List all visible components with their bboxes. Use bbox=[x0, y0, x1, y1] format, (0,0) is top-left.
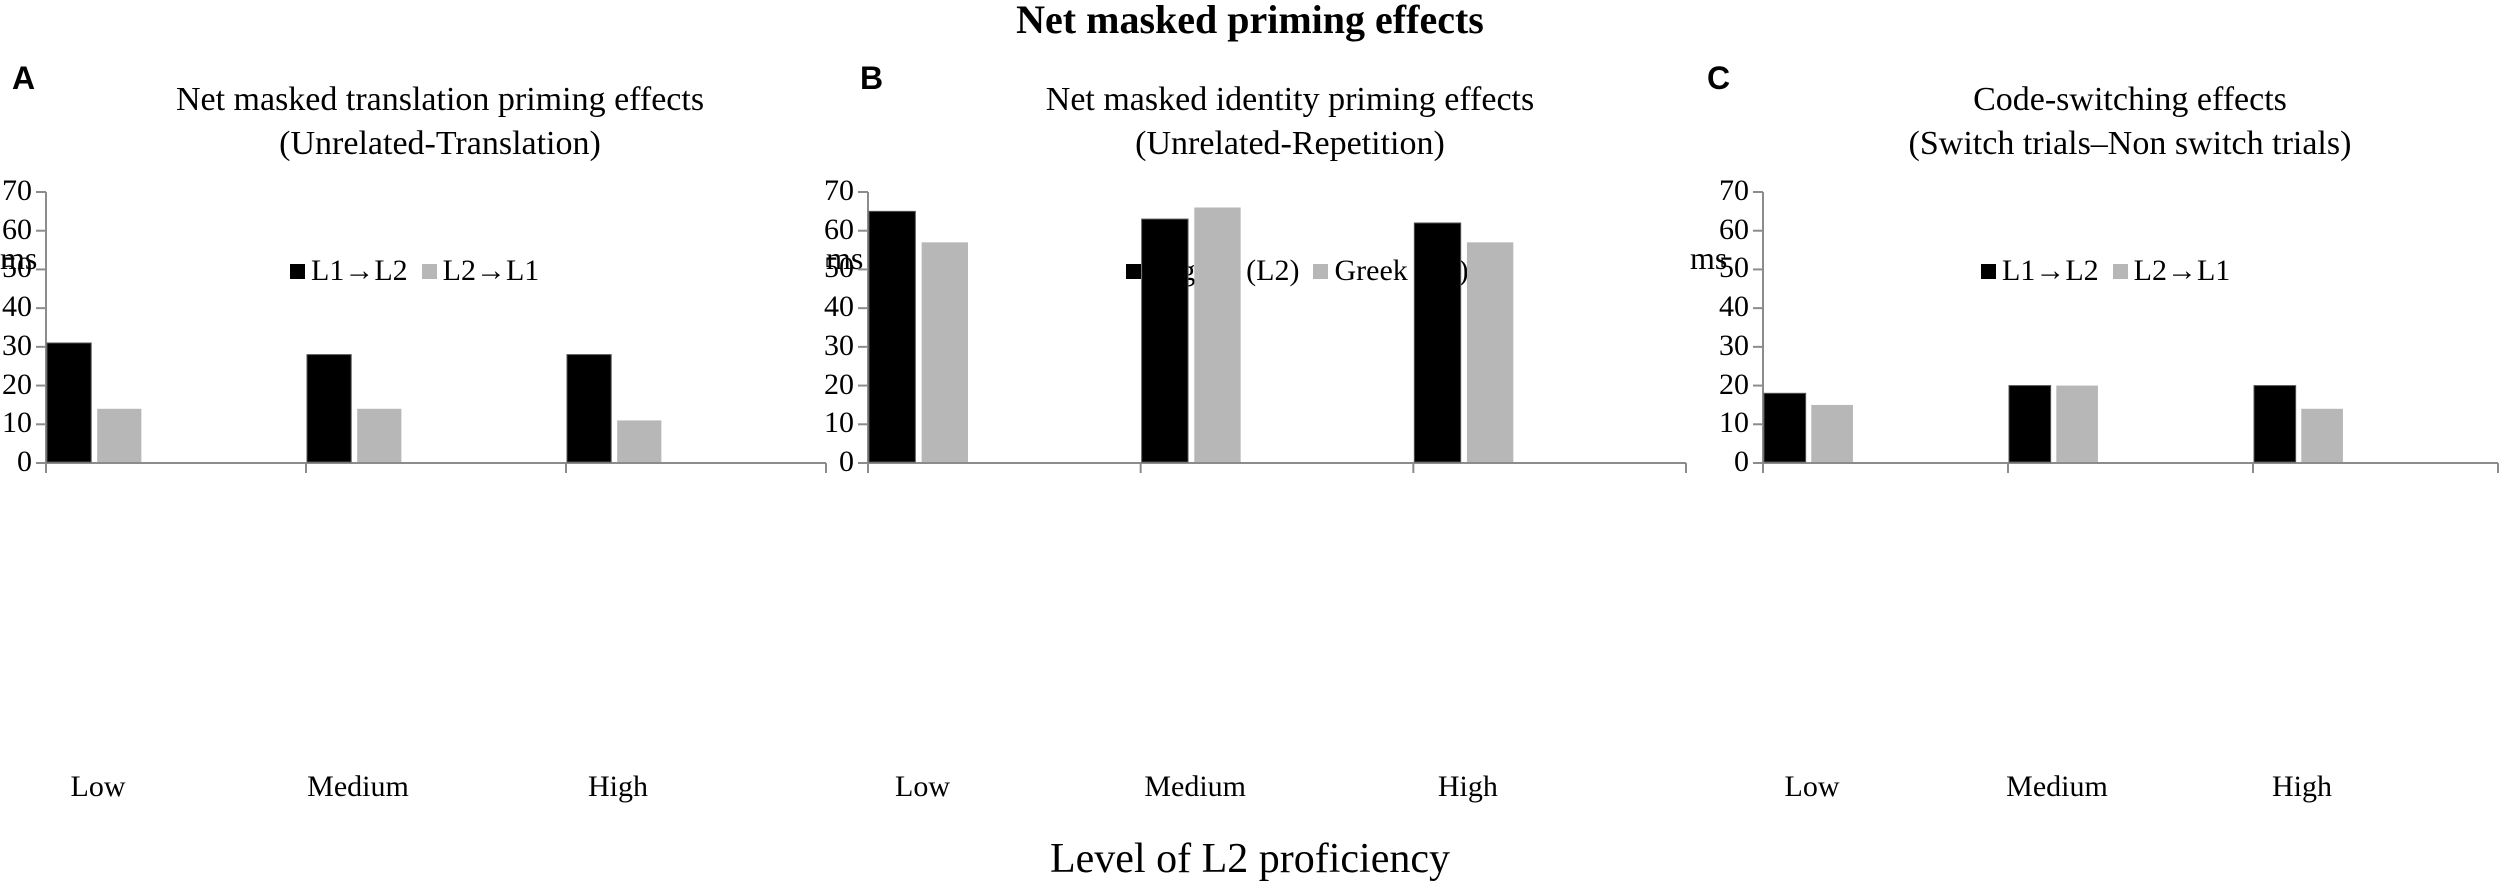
panel-letter-b: B bbox=[860, 60, 884, 96]
y-tick-label: 20 bbox=[824, 367, 854, 401]
bar-a-low-2 bbox=[97, 408, 142, 462]
panel-a-title-line2: (Unrelated-Translation) bbox=[279, 125, 601, 162]
legend-item: L1→L2 bbox=[290, 254, 408, 288]
panel-letter-c: C bbox=[1707, 60, 1731, 96]
legend-label: L2→L1 bbox=[2133, 254, 2231, 287]
bar-c-low-2 bbox=[1811, 404, 1853, 462]
y-tick-label: 0 bbox=[17, 445, 32, 478]
bar-b-medium-1 bbox=[1141, 218, 1189, 463]
bar-a-medium-2 bbox=[357, 408, 402, 462]
panel-b-title-line1: Net masked identity priming effects bbox=[1045, 81, 1535, 118]
y-tick-label: 70 bbox=[824, 174, 854, 207]
y-tick-label: 10 bbox=[824, 406, 854, 440]
panel-a-title: Net masked translation priming effects (… bbox=[60, 78, 820, 166]
x-axis-title: Level of L2 proficiency bbox=[1050, 836, 1450, 882]
panel-c-title-line1: Code-switching effects bbox=[1973, 81, 2287, 118]
legend-swatch-gray bbox=[421, 263, 437, 279]
panel-letter-a: A bbox=[12, 60, 36, 96]
bar-a-high-1 bbox=[566, 354, 612, 463]
x-category-label: High bbox=[2272, 770, 2332, 803]
panel-b-title: Net masked identity priming effects (Unr… bbox=[900, 78, 1680, 166]
bar-a-medium-1 bbox=[306, 354, 352, 463]
x-category-label: Low bbox=[895, 770, 951, 803]
panel-a-legend: L1→L2 L2→L1 bbox=[290, 254, 553, 288]
bar-b-high-1 bbox=[1413, 222, 1462, 463]
panel-b-title-line2: (Unrelated-Repetition) bbox=[1135, 125, 1445, 162]
y-tick-label: 50 bbox=[2, 251, 32, 285]
y-tick-label: 50 bbox=[1719, 251, 1749, 285]
y-tick-label: 70 bbox=[1719, 174, 1749, 207]
figure-title: Net masked priming effects bbox=[1016, 0, 1484, 42]
panel-a-ylabel: ms bbox=[0, 240, 38, 276]
legend-label: L2→L1 bbox=[442, 254, 540, 287]
legend-label: L1→L2 bbox=[2002, 254, 2099, 287]
legend-swatch-black bbox=[1126, 263, 1141, 279]
y-tick-label: 0 bbox=[1734, 445, 1749, 478]
x-category-label: Medium bbox=[307, 770, 409, 803]
x-category-label: Low bbox=[1784, 770, 1840, 803]
x-category-label: Medium bbox=[1144, 770, 1247, 803]
y-tick-label: 60 bbox=[824, 212, 854, 246]
y-tick-label: 30 bbox=[1719, 328, 1749, 362]
y-tick-label: 30 bbox=[824, 328, 854, 362]
legend-swatch-black bbox=[290, 263, 305, 279]
bar-c-high-1 bbox=[2253, 385, 2297, 463]
panel-c-ylabel: ms bbox=[1690, 240, 1728, 276]
legend-item: L2→L1 bbox=[2112, 254, 2231, 288]
y-tick-label: 50 bbox=[824, 251, 854, 285]
bar-a-low-1 bbox=[46, 342, 92, 463]
legend-item: L2→L1 bbox=[421, 254, 540, 288]
y-tick-label: 20 bbox=[2, 367, 32, 401]
y-tick-label: 20 bbox=[1719, 367, 1749, 401]
bar-c-medium-1 bbox=[2008, 385, 2052, 463]
panel-a-title-line1: Net masked translation priming effects bbox=[175, 81, 705, 118]
bar-c-low-1 bbox=[1763, 392, 1807, 463]
bar-a-high-2 bbox=[617, 420, 662, 462]
legend-swatch-gray bbox=[1313, 263, 1329, 279]
y-tick-label: 40 bbox=[2, 290, 32, 324]
bar-c-medium-2 bbox=[2056, 385, 2098, 462]
y-tick-label: 10 bbox=[1719, 406, 1749, 440]
y-tick-label: 70 bbox=[2, 174, 32, 207]
y-tick-label: 40 bbox=[824, 290, 854, 324]
y-tick-label: 30 bbox=[2, 328, 32, 362]
bar-c-high-2 bbox=[2301, 408, 2343, 462]
y-tick-label: 60 bbox=[2, 212, 32, 246]
legend-item: L1→L2 bbox=[1981, 254, 2099, 288]
legend-label: L1→L2 bbox=[311, 254, 408, 287]
panel-b-ylabel: ms bbox=[826, 240, 864, 276]
x-category-label: Medium bbox=[2006, 770, 2108, 803]
panel-c-legend: L1→L2 L2→L1 bbox=[1981, 254, 2244, 288]
y-tick-label: 60 bbox=[1719, 212, 1749, 246]
bar-b-medium-2 bbox=[1194, 207, 1241, 462]
panel-c-title: Code-switching effects (Switch trials–No… bbox=[1780, 78, 2480, 166]
bar-b-high-2 bbox=[1466, 242, 1514, 462]
x-category-label: High bbox=[1437, 770, 1498, 803]
legend-swatch-gray bbox=[2112, 263, 2128, 279]
bar-b-low-2 bbox=[921, 242, 968, 462]
panel-c-title-line2: (Switch trials–Non switch trials) bbox=[1908, 125, 2352, 162]
y-tick-label: 0 bbox=[839, 445, 854, 478]
y-tick-label: 10 bbox=[2, 406, 32, 440]
x-category-label: High bbox=[588, 770, 648, 803]
y-tick-label: 40 bbox=[1719, 290, 1749, 324]
x-category-label: Low bbox=[70, 770, 126, 803]
legend-swatch-black bbox=[1981, 263, 1996, 279]
bar-b-low-1 bbox=[868, 210, 916, 463]
